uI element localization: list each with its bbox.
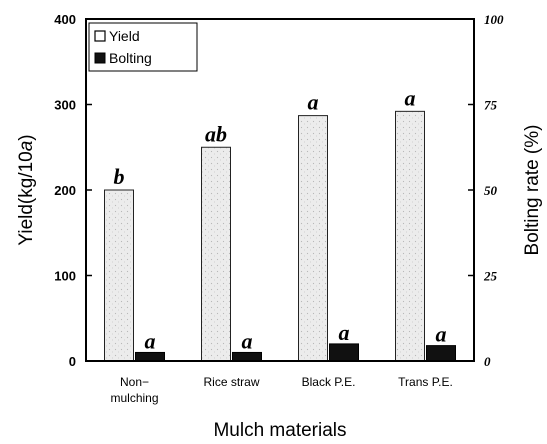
y-axis-left-title-part3: )	[16, 134, 37, 140]
legend: Yield Bolting	[88, 22, 198, 72]
tick-label-left-1: 100	[54, 269, 76, 284]
significance-bolting-3: a	[436, 322, 447, 347]
bar-yield-0	[104, 189, 134, 362]
significance-yield-2: a	[308, 90, 319, 115]
bar-yield-3	[395, 110, 425, 362]
significance-yield-3: a	[405, 85, 416, 110]
legend-swatch-yield	[94, 30, 106, 42]
bar-bolting-1	[232, 351, 262, 362]
category-label-3-0: Trans P.E.	[398, 375, 453, 389]
legend-swatch-bolting	[94, 52, 106, 64]
y-axis-right-title: Bolting rate (%)	[522, 125, 543, 256]
bars-layer	[104, 110, 456, 362]
significance-yield-1: ab	[205, 121, 227, 146]
bar-bolting-2	[329, 343, 359, 362]
category-label-1-0: Rice straw	[203, 375, 259, 389]
tick-label-left-4: 400	[54, 12, 76, 27]
tick-label-right-3: 75	[484, 98, 498, 113]
category-label-0-1: mulching	[110, 391, 158, 405]
tick-label-right-4: 100	[484, 12, 504, 27]
bar-bolting-3	[426, 345, 456, 362]
x-axis-title: Mulch materials	[213, 420, 346, 441]
y-axis-left-title-part2: a	[16, 141, 37, 152]
y-axis-left-title: Yield(kg/10a)	[16, 134, 37, 245]
tick-label-left-3: 300	[54, 98, 76, 113]
significance-yield-0: b	[114, 164, 125, 189]
category-label-0-0: Non−	[120, 375, 149, 389]
bar-yield-2	[298, 115, 328, 362]
significance-bolting-0: a	[145, 328, 156, 353]
significance-bolting-1: a	[242, 328, 253, 353]
tick-label-left-2: 200	[54, 183, 76, 198]
ticks-layer: 0 100 200 300 400 0 25 50 75 100	[54, 12, 504, 369]
legend-label-bolting: Bolting	[109, 50, 152, 66]
category-label-2-0: Black P.E.	[302, 375, 356, 389]
tick-label-right-2: 50	[484, 183, 498, 198]
labels-layer: b a Non− mulching ab a Rice straw a a Black P.E. a…	[110, 85, 452, 405]
bar-bolting-0	[135, 351, 165, 362]
y-axis-left-title-part1: Yield(kg/10	[16, 151, 37, 245]
tick-label-right-1: 25	[483, 269, 498, 284]
legend-box	[88, 22, 198, 72]
bar-yield-1	[201, 146, 231, 362]
tick-label-right-0: 0	[484, 354, 491, 369]
legend-label-yield: Yield	[109, 28, 140, 44]
significance-bolting-2: a	[339, 320, 350, 345]
tick-label-left-0: 0	[69, 354, 76, 369]
